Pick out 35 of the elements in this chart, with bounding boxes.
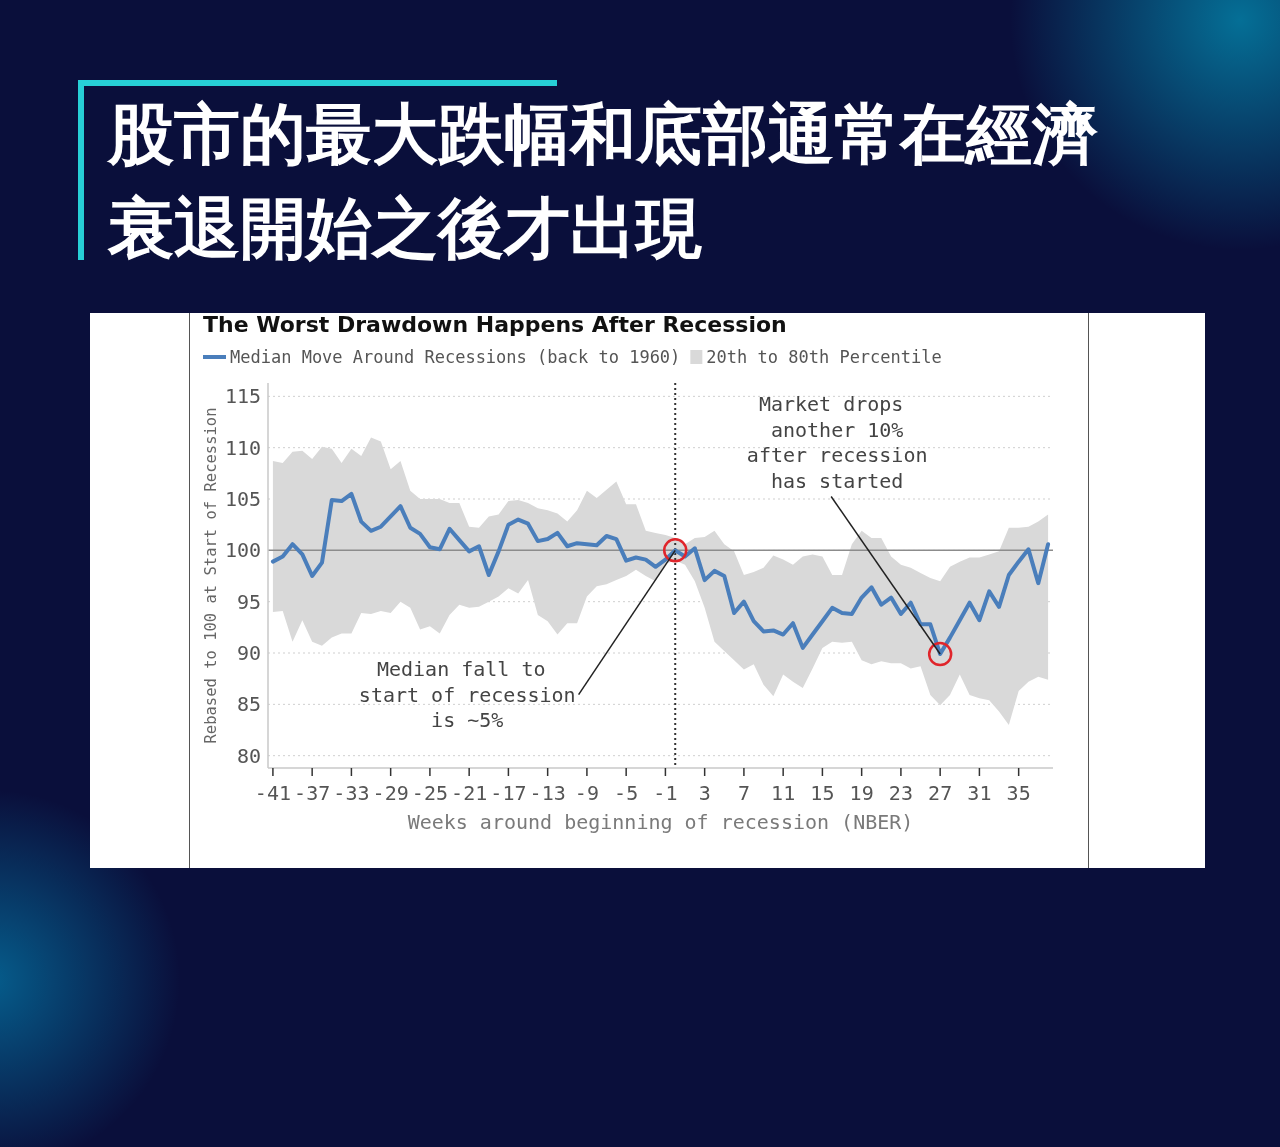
x-axis-title: Weeks around beginning of recession (NBER) — [407, 810, 914, 834]
y-tick-label: 105 — [224, 487, 261, 512]
x-tick-label: -25 — [411, 781, 448, 805]
chart-subtitle: The Worst Drawdown Happens After Recession — [203, 312, 787, 337]
chart-title: 股市的最大跌幅和底部通常在經濟衰退開始之後才出現 — [108, 95, 1099, 269]
x-tick-label: -5 — [614, 781, 639, 805]
y-axis-title: Rebased to 100 at Start of Recession — [202, 407, 220, 744]
x-tick-label: -21 — [451, 781, 488, 805]
x-tick-label: -41 — [254, 781, 291, 805]
x-tick-label: 31 — [967, 781, 992, 805]
line-series — [270, 491, 1051, 657]
x-tick-label: -1 — [653, 781, 678, 805]
y-tick-label: 90 — [236, 641, 261, 666]
x-tick-label: 11 — [771, 781, 796, 805]
x-tick-label: 15 — [810, 781, 835, 805]
x-tick-label: 7 — [737, 781, 750, 805]
x-tick-label: 19 — [849, 781, 874, 805]
legend-label: 20th to 80th Percentile — [706, 347, 942, 367]
x-tick-label: -33 — [333, 781, 370, 805]
x-tick-label: 35 — [1006, 781, 1031, 805]
x-tick-label: -13 — [529, 781, 566, 805]
y-tick-label: 80 — [236, 743, 261, 768]
x-tick-label: -9 — [574, 781, 599, 805]
y-tick-label: 110 — [224, 435, 261, 460]
y-tick-label: 115 — [224, 384, 261, 409]
x-tick-label: 27 — [928, 781, 953, 805]
legend-label: Median Move Around Recessions (back to 1960) — [230, 347, 681, 367]
y-tick-label: 85 — [236, 692, 261, 717]
x-tick-label: 3 — [698, 781, 711, 805]
x-tick-label: -29 — [372, 781, 409, 805]
x-tick-label: 23 — [888, 781, 913, 805]
x-tick-label: -17 — [490, 781, 527, 805]
y-tick-label: 95 — [236, 589, 261, 614]
y-tick-label: 100 — [224, 538, 261, 563]
x-tick-label: -37 — [294, 781, 331, 805]
